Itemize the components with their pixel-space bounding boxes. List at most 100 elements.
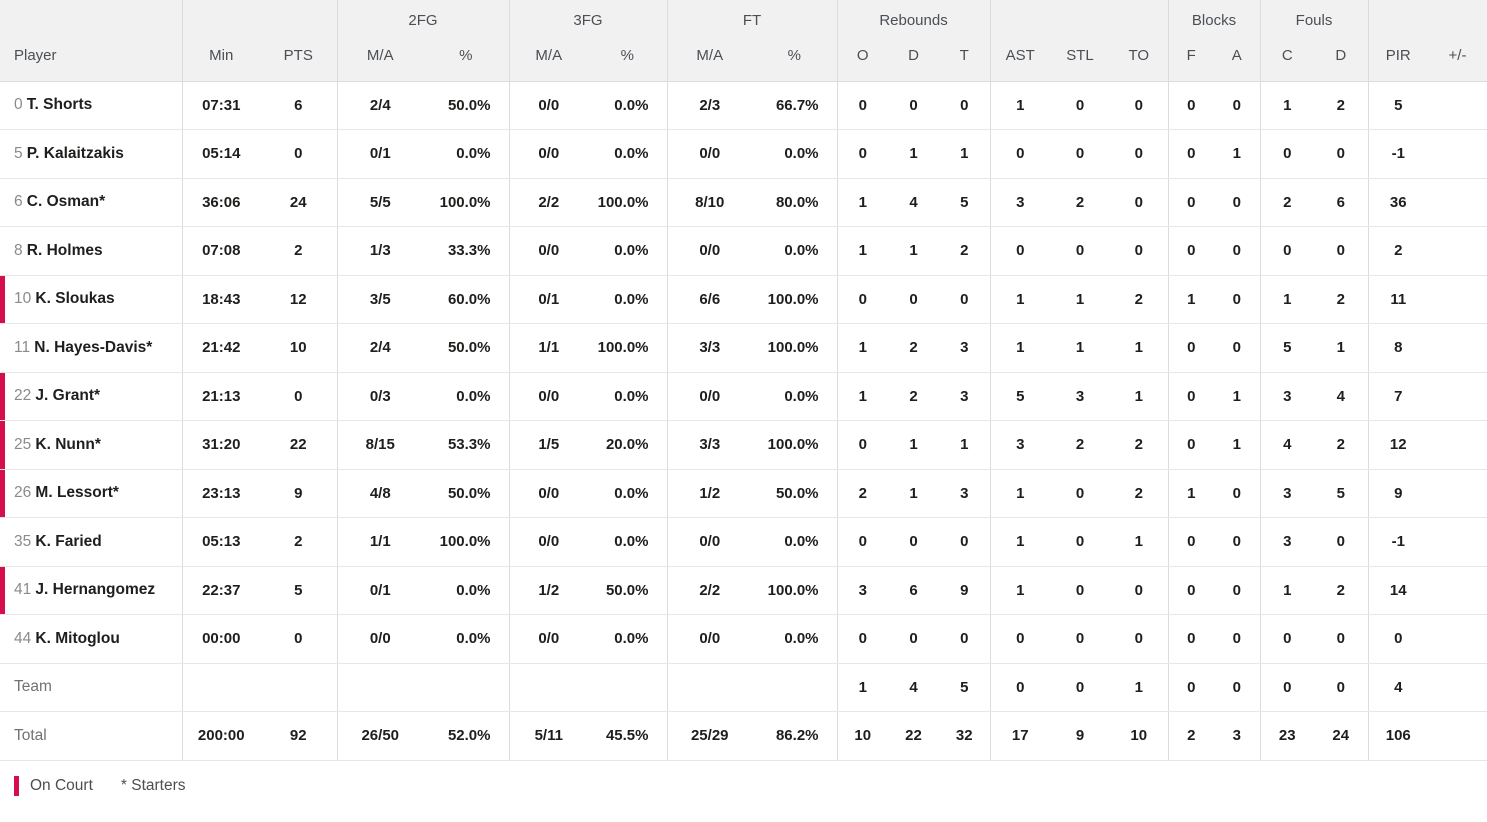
cell-ast: 0 [990,663,1051,712]
box-score-body: 0 T. Shorts 07:31 6 2/4 50.0% 0/0 0.0% 2/3 66.7%… [0,81,1487,761]
cell-blk-f: 2 [1168,711,1215,761]
cell-pir: -1 [1368,129,1429,179]
cell-ft-pct: 100.0% [752,323,838,373]
cell-fg3-ma: 0/0 [509,469,588,518]
cell-fg3-pct: 50.0% [588,566,668,615]
cell-pir: 8 [1368,323,1429,373]
cell-foul-d: 2 [1314,420,1369,470]
player-cell: 8 R. Holmes [0,226,183,276]
on-court-indicator [0,566,5,614]
cell-to: 1 [1110,323,1169,373]
cell-blk-f: 0 [1168,226,1215,276]
cell-fg2-pct: 0.0% [423,566,510,615]
player-name[interactable]: P. Kalaitzakis [26,144,124,162]
cell-reb-o: 0 [837,275,889,324]
cell-fg3-ma [509,663,588,712]
cell-blk-f: 0 [1168,663,1215,712]
cell-pts [260,663,338,712]
cell-plus-minus [1428,517,1487,567]
cell-reb-d: 1 [888,469,940,518]
cell-ast: 0 [990,226,1051,276]
cell-ft-pct: 0.0% [752,517,838,567]
cell-ast: 5 [990,372,1051,421]
col-header-foul-c: C [1260,30,1315,82]
col-header-pts: PTS [260,30,338,82]
cell-ast: 3 [990,178,1051,227]
player-number: 25 [14,435,32,453]
cell-min: 21:13 [182,372,260,421]
player-cell: 35 K. Faried [0,517,183,567]
cell-reb-o: 3 [837,566,889,615]
player-cell: Total [0,711,183,761]
player-name[interactable]: R. Holmes [26,241,103,259]
cell-blk-f: 0 [1168,178,1215,227]
cell-ft-ma: 6/6 [667,275,752,324]
player-name[interactable]: K. Mitoglou [35,629,120,647]
player-name[interactable]: K. Sloukas [35,290,115,308]
cell-ast: 1 [990,81,1051,130]
cell-ast: 3 [990,420,1051,470]
cell-min: 23:13 [182,469,260,518]
player-row: 22 J. Grant* 21:13 0 0/3 0.0% 0/0 0.0% 0/0 0.0% 1… [0,372,1487,421]
row-label: Team [14,678,52,696]
player-name[interactable]: M. Lessort* [35,484,119,502]
cell-ast: 1 [990,517,1051,567]
cell-foul-d: 0 [1314,226,1369,276]
cell-pir: 0 [1368,614,1429,664]
col-header-3fg-ma: M/A [509,30,588,82]
cell-min: 18:43 [182,275,260,324]
col-header-player: Player [0,30,183,82]
cell-fg3-ma: 2/2 [509,178,588,227]
cell-fg2-pct: 0.0% [423,129,510,179]
cell-min: 05:14 [182,129,260,179]
group-header-minpts [182,0,338,30]
cell-ft-ma: 2/3 [667,81,752,130]
cell-pts: 0 [260,614,338,664]
cell-ast: 1 [990,566,1051,615]
cell-stl: 0 [1050,566,1111,615]
cell-fg3-pct: 0.0% [588,372,668,421]
col-header-plus-minus: +/- [1428,30,1487,82]
cell-min: 05:13 [182,517,260,567]
player-row: 5 P. Kalaitzakis 05:14 0 0/1 0.0% 0/0 0.0% 0/0 0… [0,129,1487,179]
player-cell: 0 T. Shorts [0,81,183,130]
cell-stl: 0 [1050,129,1111,179]
legend-on-court-label: On Court [30,776,93,794]
player-cell: 44 K. Mitoglou [0,614,183,664]
player-name[interactable]: J. Grant* [35,387,101,405]
cell-ast: 0 [990,129,1051,179]
cell-pts: 0 [260,372,338,421]
player-name[interactable]: T. Shorts [26,96,93,114]
cell-min: 36:06 [182,178,260,227]
cell-fg3-ma: 0/0 [509,129,588,179]
cell-reb-o: 0 [837,81,889,130]
player-cell: 5 P. Kalaitzakis [0,129,183,179]
cell-plus-minus [1428,566,1487,615]
player-name[interactable]: C. Osman* [26,193,106,211]
cell-reb-o: 1 [837,178,889,227]
cell-pts: 24 [260,178,338,227]
player-name[interactable]: N. Hayes-Davis* [34,338,153,356]
player-name[interactable]: J. Hernangomez [35,581,156,599]
player-name[interactable]: K. Nunn* [35,435,101,453]
cell-stl: 0 [1050,226,1111,276]
cell-foul-d: 0 [1314,614,1369,664]
cell-ft-pct: 86.2% [752,711,838,761]
cell-blk-a: 0 [1214,178,1261,227]
cell-reb-d: 2 [888,372,940,421]
cell-reb-o: 0 [837,614,889,664]
cell-to: 1 [1110,517,1169,567]
player-row: 11 N. Hayes-Davis* 21:42 10 2/4 50.0% 1/1 100.… [0,323,1487,373]
cell-fg3-ma: 0/0 [509,372,588,421]
cell-fg3-pct: 0.0% [588,517,668,567]
cell-plus-minus [1428,372,1487,421]
cell-stl: 1 [1050,275,1111,324]
cell-fg3-pct: 0.0% [588,614,668,664]
cell-foul-c: 0 [1260,129,1315,179]
cell-blk-a: 0 [1214,323,1261,373]
cell-fg2-ma: 4/8 [337,469,423,518]
group-header-ft: FT [667,0,838,30]
player-cell: Team [0,663,183,712]
col-header-pir: PIR [1368,30,1429,82]
player-name[interactable]: K. Faried [35,532,102,550]
